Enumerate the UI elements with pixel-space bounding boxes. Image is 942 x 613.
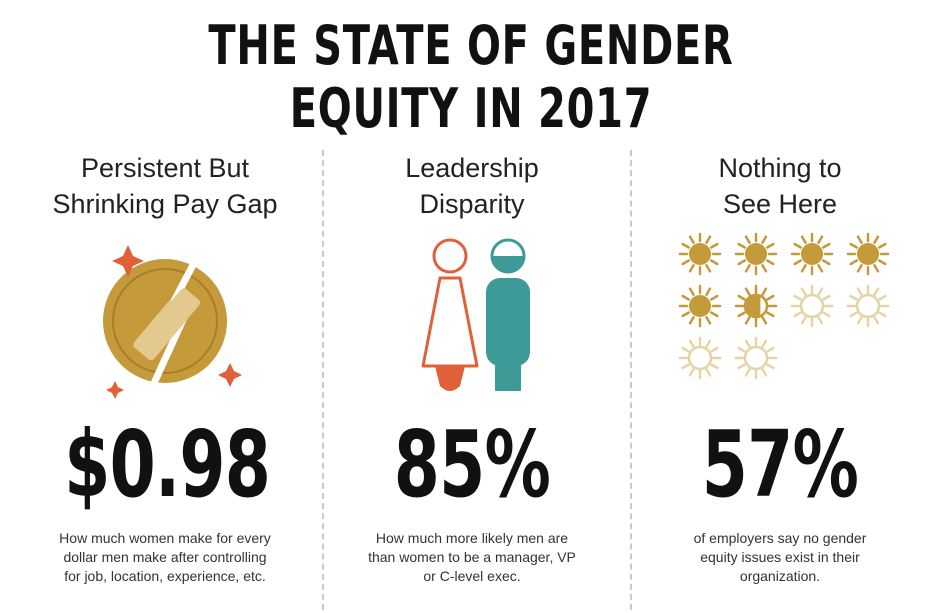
- heading-line: Disparity: [419, 189, 525, 219]
- woman-man-icon: [332, 226, 612, 401]
- column-heading: Leadership Disparity: [332, 150, 612, 226]
- column-heading: Nothing to See Here: [640, 150, 920, 226]
- description-line: How much more likely men are: [375, 530, 569, 546]
- stat-value: $0.98: [64, 411, 271, 518]
- page-title: THE STATE OF GENDER EQUITY IN 2017: [208, 14, 734, 140]
- sun-icon: [734, 284, 778, 328]
- woman-icon: [421, 238, 479, 391]
- description-line: How much women make for every: [59, 530, 271, 546]
- man-icon: [486, 238, 530, 391]
- sun-icon: [790, 284, 834, 328]
- sun-icon: [678, 232, 722, 276]
- column-divider: [322, 150, 324, 610]
- description-line: dollar men make after controlling: [63, 549, 267, 565]
- leadership-column: Leadership Disparity 85% How much more l…: [332, 150, 612, 610]
- column-divider: [630, 150, 632, 610]
- heading-line: Shrinking Pay Gap: [52, 189, 278, 219]
- stat-value: 57%: [701, 411, 859, 518]
- sun-icon: [734, 336, 778, 380]
- sun-grid-icon: [640, 226, 920, 401]
- description-line: organization.: [739, 568, 821, 584]
- description-line: equity issues exist in their: [700, 549, 860, 565]
- stat-description: How much women make for every dollar men…: [25, 529, 305, 586]
- description-line: or C-level exec.: [423, 568, 521, 584]
- stat-description: of employers say no gender equity issues…: [640, 529, 920, 586]
- sun-icon: [846, 232, 890, 276]
- heading-line: Persistent But: [80, 153, 250, 183]
- description-line: of employers say no gender: [693, 530, 867, 546]
- stat-description: How much more likely men are than women …: [332, 529, 612, 586]
- column-heading: Persistent But Shrinking Pay Gap: [25, 150, 305, 226]
- pay-gap-column: Persistent But Shrinking Pay Gap $0.98 H…: [25, 150, 305, 610]
- sun-icon: [678, 336, 722, 380]
- description-line: than women to be a manager, VP: [368, 549, 576, 565]
- heading-line: Nothing to: [718, 153, 842, 183]
- heading-line: See Here: [722, 189, 838, 219]
- broken-coin-icon: [25, 226, 305, 401]
- stat-value: 85%: [393, 411, 551, 518]
- sun-icon: [734, 232, 778, 276]
- sun-icon: [846, 284, 890, 328]
- description-line: for job, location, experience, etc.: [64, 568, 266, 584]
- sun-icon: [790, 232, 834, 276]
- employers-column: Nothing to See Here 57% of employers say…: [640, 150, 920, 610]
- heading-line: Leadership: [405, 153, 539, 183]
- sun-icon: [678, 284, 722, 328]
